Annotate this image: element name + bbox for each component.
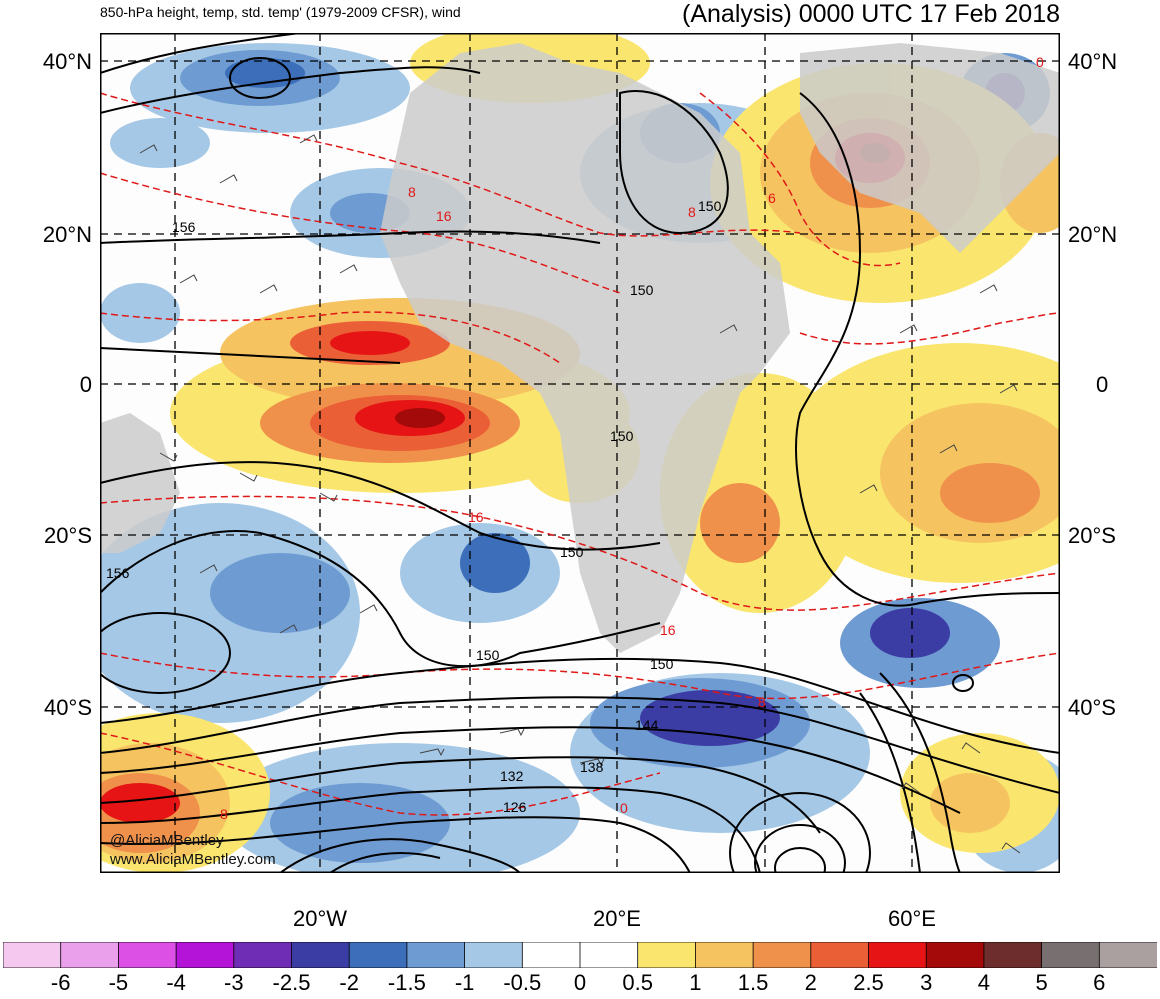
colorbar-tick-label: -0.5 <box>503 970 542 995</box>
colorbar-swatch <box>752 942 812 968</box>
colorbar-swatch <box>868 942 928 968</box>
lat-label-20s-left: 20°S <box>44 523 92 548</box>
analysis-time-title: (Analysis) 0000 UTC 17 Feb 2018 <box>682 0 1060 28</box>
colorbar-tick-label: -2.5 <box>272 970 311 995</box>
lon-label-60e: 60°E <box>888 906 936 931</box>
height-label-150-satl: 150 <box>560 544 584 560</box>
colorbar-tick-label: 0.5 <box>622 970 653 995</box>
colorbar-tick-label: 5 <box>1035 970 1048 995</box>
height-label-144: 144 <box>635 717 659 733</box>
temp-label-0-south: 0 <box>620 800 628 816</box>
weather-map: 156 150 150 150 150 156 150 150 144 138 … <box>100 33 1060 873</box>
lon-label-20w: 20°W <box>292 906 348 931</box>
height-label-156-north: 156 <box>172 219 196 235</box>
temp-label-16-north: 16 <box>436 208 452 224</box>
colorbar-tick-label: 4 <box>977 970 991 995</box>
temp-label-8-sindian: 8 <box>758 694 766 710</box>
map-subtitle: 850-hPa height, temp, std. temp' (1979-2… <box>100 4 461 20</box>
lat-label-40s-left: 40°S <box>44 695 92 720</box>
colorbar-swatch <box>695 942 755 968</box>
colorbar-swatch <box>3 942 62 968</box>
colorbar-tick-label: -1 <box>454 970 475 995</box>
colorbar-swatch <box>1098 942 1157 968</box>
lat-label-eq-right: 0 <box>1096 372 1109 397</box>
lat-label-40n-right: 40°N <box>1068 49 1118 74</box>
height-label-150-nafrica: 150 <box>698 198 722 214</box>
colorbar-swatch <box>464 942 524 968</box>
lat-label-eq-left: 0 <box>79 372 92 397</box>
height-label-150-midlat: 150 <box>476 647 500 663</box>
colorbar-swatch <box>521 942 581 968</box>
lat-label-20s-right: 20°S <box>1068 523 1116 548</box>
colorbar-tick-label: -4 <box>166 970 186 995</box>
colorbar-swatch <box>233 942 293 968</box>
colorbar-tick-label: -3 <box>224 970 244 995</box>
land-areas <box>100 43 1060 653</box>
height-label-150-central: 150 <box>630 282 654 298</box>
colorbar-tick-label: -6 <box>50 970 71 995</box>
colorbar-tick-label: -2 <box>339 970 359 995</box>
temp-label-8-north: 8 <box>408 184 416 200</box>
colorbar-tick-label: -5 <box>108 970 129 995</box>
colorbar-swatch <box>983 942 1043 968</box>
lat-label-40n-left: 40°N <box>42 49 92 74</box>
temp-label-8-nafrica: 8 <box>688 204 696 220</box>
colorbar-tick-label: 0 <box>573 970 587 995</box>
colorbar-tick-label: 3 <box>920 970 933 995</box>
colorbar-swatch <box>60 942 120 968</box>
height-label-150-east: 150 <box>650 656 674 672</box>
lat-label-20n-left: 20°N <box>42 222 92 247</box>
wind-barbs <box>139 134 1021 854</box>
temp-label-6-mideast: 6 <box>768 190 776 206</box>
height-label-132: 132 <box>500 768 524 784</box>
height-label-150-south: 150 <box>610 428 634 444</box>
colorbar-swatch <box>118 942 178 968</box>
map-frame <box>100 33 1060 873</box>
colorbar-swatch <box>579 942 639 968</box>
lon-label-20e: 20°E <box>593 906 641 931</box>
colorbar-swatch <box>175 942 235 968</box>
lat-label-20n-right: 20°N <box>1068 222 1118 247</box>
colorbar-swatch <box>348 942 408 968</box>
temp-label-16-satl: 16 <box>468 509 484 525</box>
colorbar-swatch <box>291 942 351 968</box>
colorbar-tick-label: 6 <box>1093 970 1106 995</box>
colorbar-swatch <box>925 942 985 968</box>
height-contours <box>100 33 1060 873</box>
colorbar-tick-label: -1.5 <box>387 970 426 995</box>
watermark-url: www.AliciaMBentley.com <box>109 851 276 868</box>
colorbar-tick-label: 2.5 <box>853 970 884 995</box>
temp-label-0-asia: 0 <box>1036 54 1044 70</box>
height-label-156-south: 156 <box>106 565 130 581</box>
colorbar-swatch <box>406 942 466 968</box>
colorbar-tick-label: 1 <box>689 970 702 995</box>
temp-label-8-south: 8 <box>220 806 228 822</box>
height-label-138: 138 <box>580 759 604 775</box>
colorbar-swatch <box>1041 942 1101 968</box>
lat-lon-grid <box>100 33 1060 873</box>
watermark-handle: @AliciaMBentley <box>110 832 224 849</box>
height-label-126: 126 <box>503 799 527 815</box>
lat-label-40s-right: 40°S <box>1068 695 1116 720</box>
colorbar-tick-label: 1.5 <box>737 970 769 995</box>
colorbar-swatch <box>810 942 870 968</box>
colorbar-tick-label: 2 <box>804 970 817 995</box>
colorbar-swatch <box>637 942 697 968</box>
colorbar <box>3 942 1157 968</box>
temp-label-16-safrica: 16 <box>660 622 676 638</box>
